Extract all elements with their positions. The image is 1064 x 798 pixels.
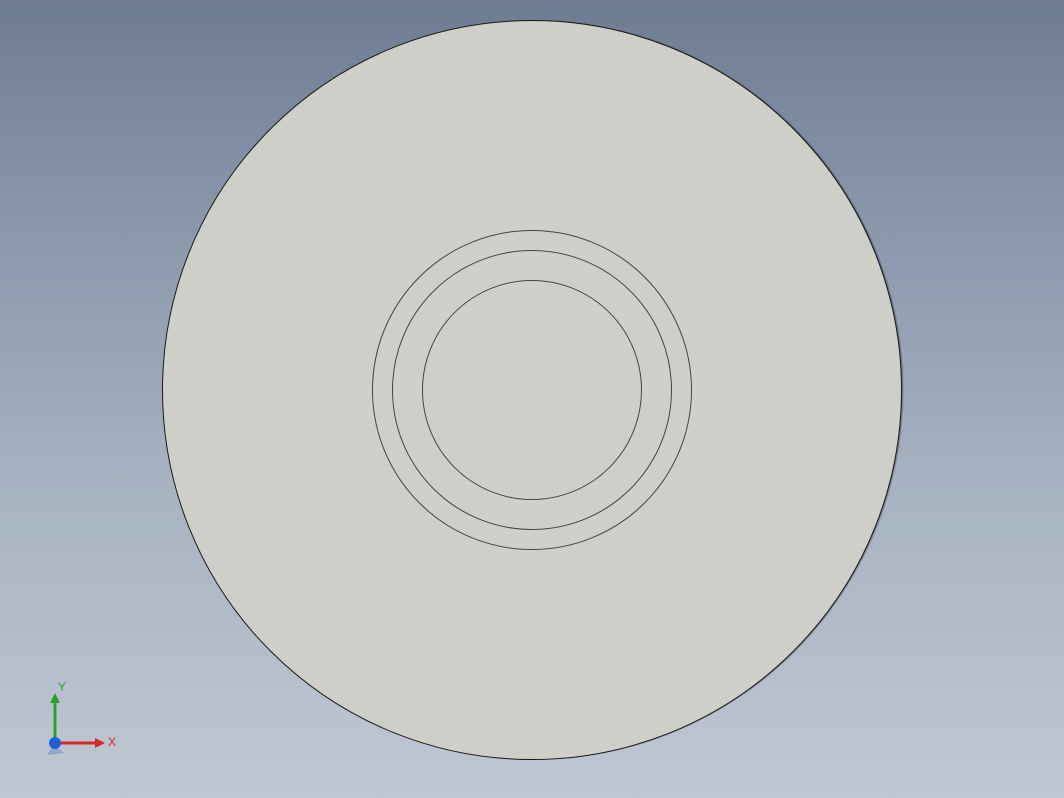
triad-svg: [25, 683, 115, 773]
axis-y-label: Y: [58, 681, 66, 693]
part-outer-disc[interactable]: [162, 20, 902, 760]
model-container: [162, 20, 902, 760]
axis-x-label: X: [108, 736, 116, 748]
axis-y-arrowhead: [50, 693, 60, 703]
part-center-boss[interactable]: [422, 280, 642, 500]
cad-viewport[interactable]: X Y: [0, 0, 1064, 798]
orientation-triad[interactable]: X Y: [25, 683, 115, 773]
axis-x-arrowhead: [95, 738, 105, 748]
triad-origin-sphere: [49, 737, 61, 749]
